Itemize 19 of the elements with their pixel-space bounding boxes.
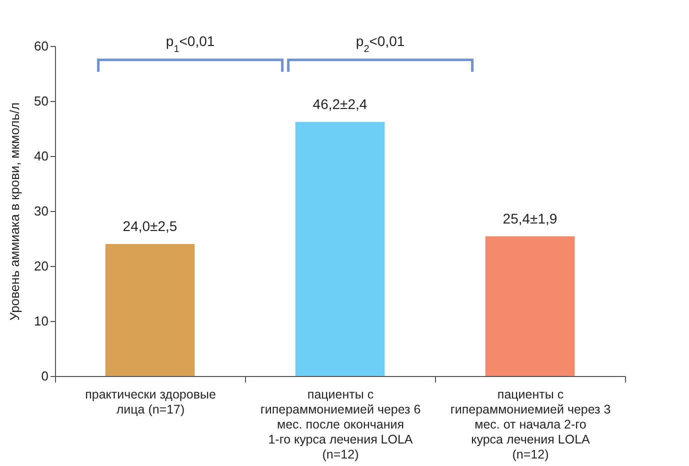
x-tick-label: практически здоровые лица (n=17) <box>85 388 216 416</box>
data-label: 46,2±2,4 <box>312 96 368 112</box>
y-tick-label: 0 <box>41 368 48 384</box>
bar <box>295 122 385 376</box>
data-label: 24,0±2,5 <box>122 218 178 234</box>
y-tick-label: 50 <box>34 94 48 108</box>
annotation: p$_{1}$<0,01 <box>166 32 215 54</box>
y-axis-title: Уровень аммиака в крови, мкмоль/л <box>7 102 22 321</box>
x-tick-label: пациенты с гипераммониемией через 3 мес. от начала 2-го курса лечения LOLA (n=12) <box>450 388 611 462</box>
bar <box>485 236 575 376</box>
data-label: 25,4±1,9 <box>502 210 558 226</box>
y-tick-label: 30 <box>34 204 48 218</box>
x-tick-label: пациенты с гипераммониемией через 6 мес. после окончания 1-го курса лечения LOLA (n=12) <box>260 388 421 462</box>
y-tick-label: 20 <box>34 258 48 274</box>
y-tick-label: 40 <box>34 148 48 164</box>
y-tick-label: 60 <box>34 38 48 54</box>
y-tick-label: 10 <box>34 314 48 328</box>
bar <box>105 244 195 376</box>
annotation: p$_{2}$<0,01 <box>356 32 405 54</box>
